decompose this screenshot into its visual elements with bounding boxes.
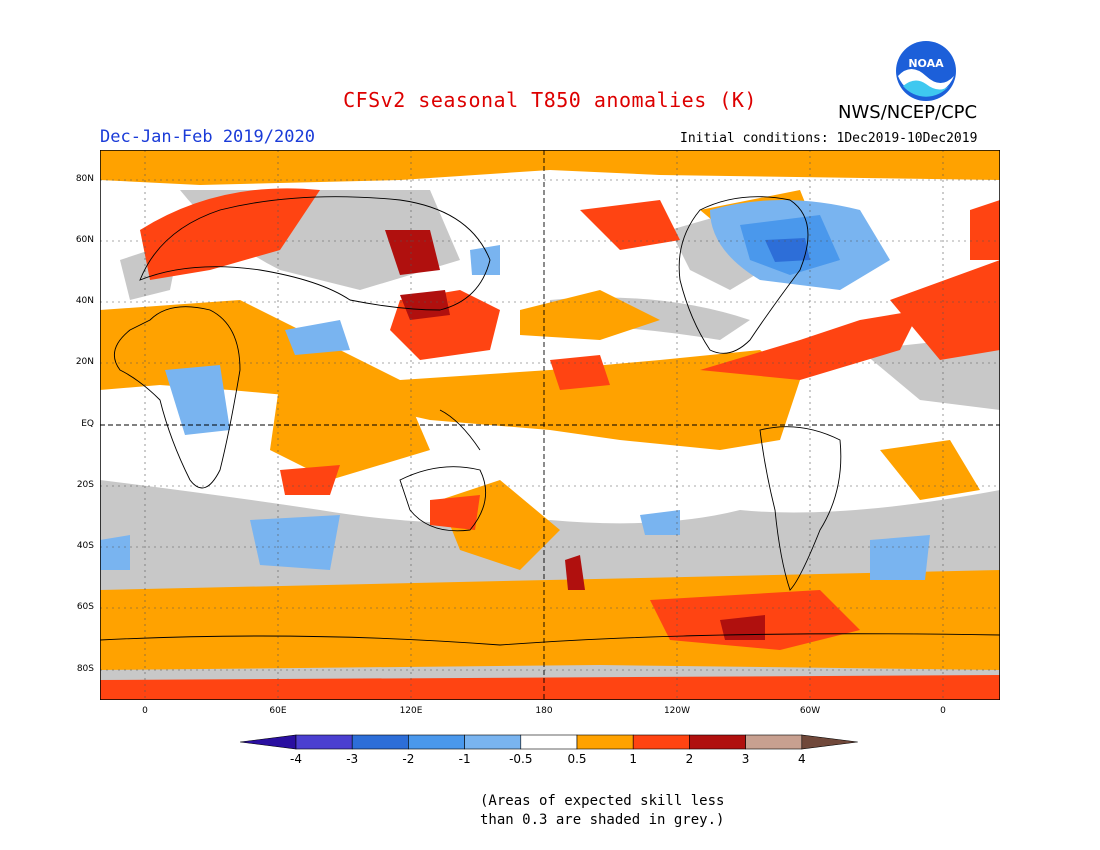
lon-label: 0	[940, 706, 946, 716]
skill-note-line-2: than 0.3 are shaded in grey.)	[480, 812, 725, 828]
colorbar-label: 1	[629, 752, 637, 766]
lat-label: 20N	[75, 357, 94, 367]
colorbar-cell	[351, 734, 409, 750]
colorbar-label: -2	[402, 752, 415, 766]
colorbar-cell	[689, 734, 746, 750]
lon-label: 120W	[663, 706, 691, 716]
agency-label: NWS/NCEP/CPC	[838, 102, 978, 123]
colorbar-label: -0.5	[509, 752, 533, 766]
lon-label: 120E	[399, 706, 423, 716]
colorbar-cell	[464, 734, 522, 750]
colorbar-cell	[295, 734, 353, 750]
colorbar-cell	[576, 734, 634, 750]
colorbar-cell	[520, 734, 578, 750]
lat-label: 40N	[75, 296, 94, 306]
lon-label: 0	[142, 706, 148, 716]
lat-label: 40S	[76, 541, 94, 551]
colorbar-label: -4	[290, 752, 302, 766]
anomaly-2-3	[385, 230, 765, 640]
colorbar-label: 2	[685, 752, 694, 766]
colorbar-label: 3	[741, 752, 750, 766]
anomaly-1-2	[100, 188, 1000, 700]
colorbar	[240, 734, 858, 750]
noaa-logo: NOAA	[895, 40, 957, 102]
lat-label: 60N	[75, 235, 94, 245]
skill-note-line-1: (Areas of expected skill less	[480, 793, 725, 809]
lat-label: EQ	[81, 419, 94, 429]
lat-label: 20S	[76, 480, 94, 490]
lat-label: 60S	[76, 602, 94, 612]
anomaly-neg-2	[765, 238, 810, 262]
lon-label: 180	[535, 706, 553, 716]
colorbar-label: -3	[346, 752, 359, 766]
initial-conditions-label: Initial conditions: 1Dec2019-10Dec2019	[680, 131, 978, 146]
colorbar-cell	[632, 734, 690, 750]
lon-label: 60E	[269, 706, 287, 716]
colorbar-label: 4	[797, 752, 806, 766]
season-label: Dec-Jan-Feb 2019/2020	[100, 127, 315, 147]
colorbar-label: -1	[458, 752, 471, 766]
lon-label: 60W	[799, 706, 821, 716]
colorbar-cell	[408, 734, 465, 750]
noaa-logo-text: NOAA	[908, 57, 944, 70]
lat-label: 80N	[75, 174, 94, 184]
colorbar-cell	[745, 734, 803, 750]
map-axes	[100, 150, 1000, 700]
anomaly-map	[100, 150, 1000, 700]
lat-label: 80S	[76, 664, 94, 674]
coastlines	[100, 196, 1000, 646]
colorbar-label: 0.5	[567, 752, 587, 766]
chart-title: CFSv2 seasonal T850 anomalies (K)	[343, 88, 757, 112]
colorbar-cap-high	[801, 734, 858, 750]
map-grid	[100, 150, 1000, 700]
colorbar-cap-low	[240, 734, 297, 750]
